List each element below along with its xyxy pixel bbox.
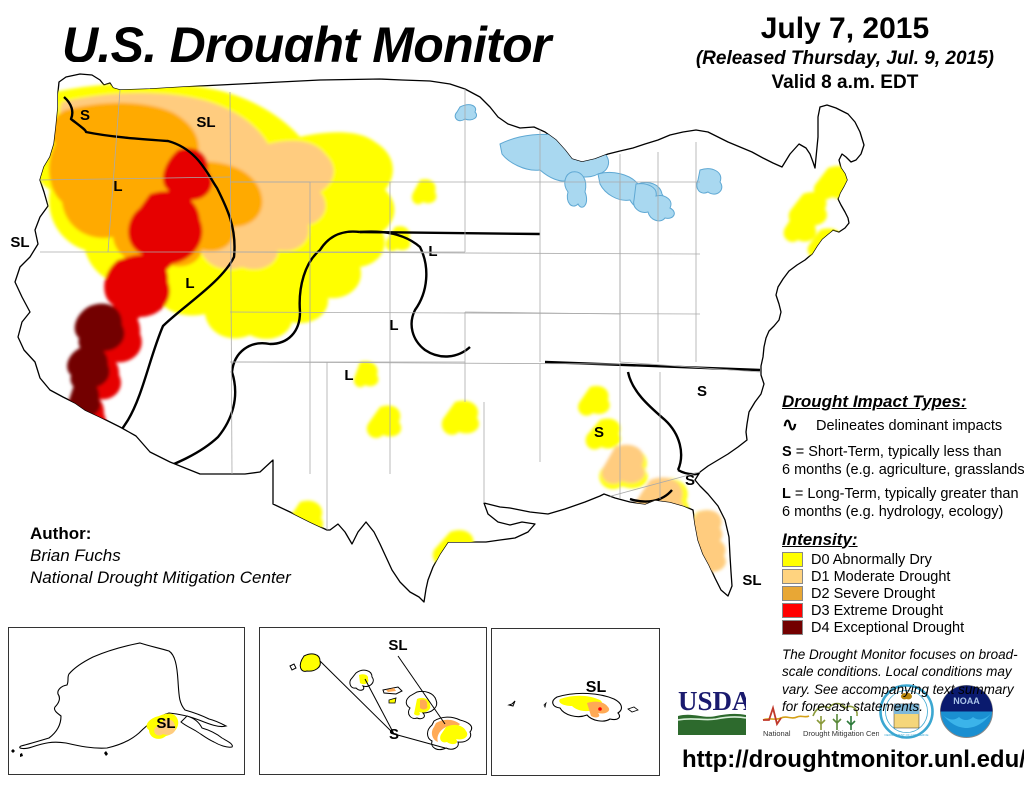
svg-text:Drought Mitigation Center: Drought Mitigation Center: [803, 729, 879, 738]
svg-text:L: L: [344, 367, 353, 384]
svg-text:SL: SL: [10, 234, 29, 251]
svg-text:DEPARTMENT OF COMMERCE: DEPARTMENT OF COMMERCE: [884, 733, 928, 737]
svg-text:SL: SL: [742, 572, 761, 589]
svg-text:S: S: [697, 383, 707, 400]
svg-text:SL: SL: [388, 637, 407, 654]
svg-text:L: L: [389, 317, 398, 334]
svg-text:L: L: [113, 178, 122, 195]
svg-text:SL: SL: [196, 114, 215, 131]
svg-text:S: S: [80, 107, 90, 124]
svg-text:L: L: [428, 243, 437, 260]
svg-text:SL: SL: [586, 679, 607, 696]
svg-text:National: National: [763, 729, 791, 738]
svg-text:L: L: [185, 275, 194, 292]
svg-text:USDA: USDA: [678, 686, 746, 716]
svg-text:S: S: [594, 424, 604, 441]
svg-text:SL: SL: [156, 715, 175, 732]
